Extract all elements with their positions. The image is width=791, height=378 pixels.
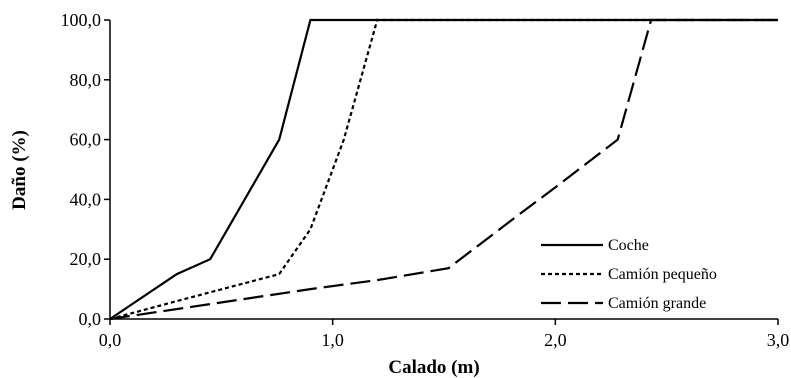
x-tick-label: 2,0: [544, 330, 567, 350]
x-axis-title: Calado (m): [388, 357, 479, 378]
legend-label-2: Camión pequeño: [608, 266, 717, 283]
y-tick-label: 60,0: [70, 130, 102, 150]
y-tick-label: 80,0: [70, 70, 102, 90]
y-tick-label: 20,0: [70, 249, 102, 269]
y-axis-title: Daño (%): [9, 130, 30, 210]
legend: Coche Camión pequeño Camión grande: [541, 237, 717, 312]
series-line-3: [109, 18, 778, 321]
axes: [109, 20, 778, 320]
y-tick-group: 0,0 20,0 40,0 60,0 80,0 100,0: [61, 10, 110, 329]
x-tick-label: 1,0: [321, 330, 344, 350]
y-tick-label: 100,0: [61, 10, 102, 30]
series-line-1: [109, 18, 778, 320]
legend-label-1: Coche: [608, 237, 649, 254]
y-tick-label: 0,0: [79, 309, 102, 329]
series-line-2: [109, 18, 778, 321]
x-tick-label: 3,0: [767, 330, 790, 350]
series-group: [109, 18, 778, 321]
legend-label-3: Camión grande: [608, 295, 706, 312]
x-tick-group: 0,0 1,0 2,0 3,0: [99, 319, 790, 350]
x-tick-label: 0,0: [99, 330, 122, 350]
y-tick-label: 40,0: [70, 189, 102, 209]
